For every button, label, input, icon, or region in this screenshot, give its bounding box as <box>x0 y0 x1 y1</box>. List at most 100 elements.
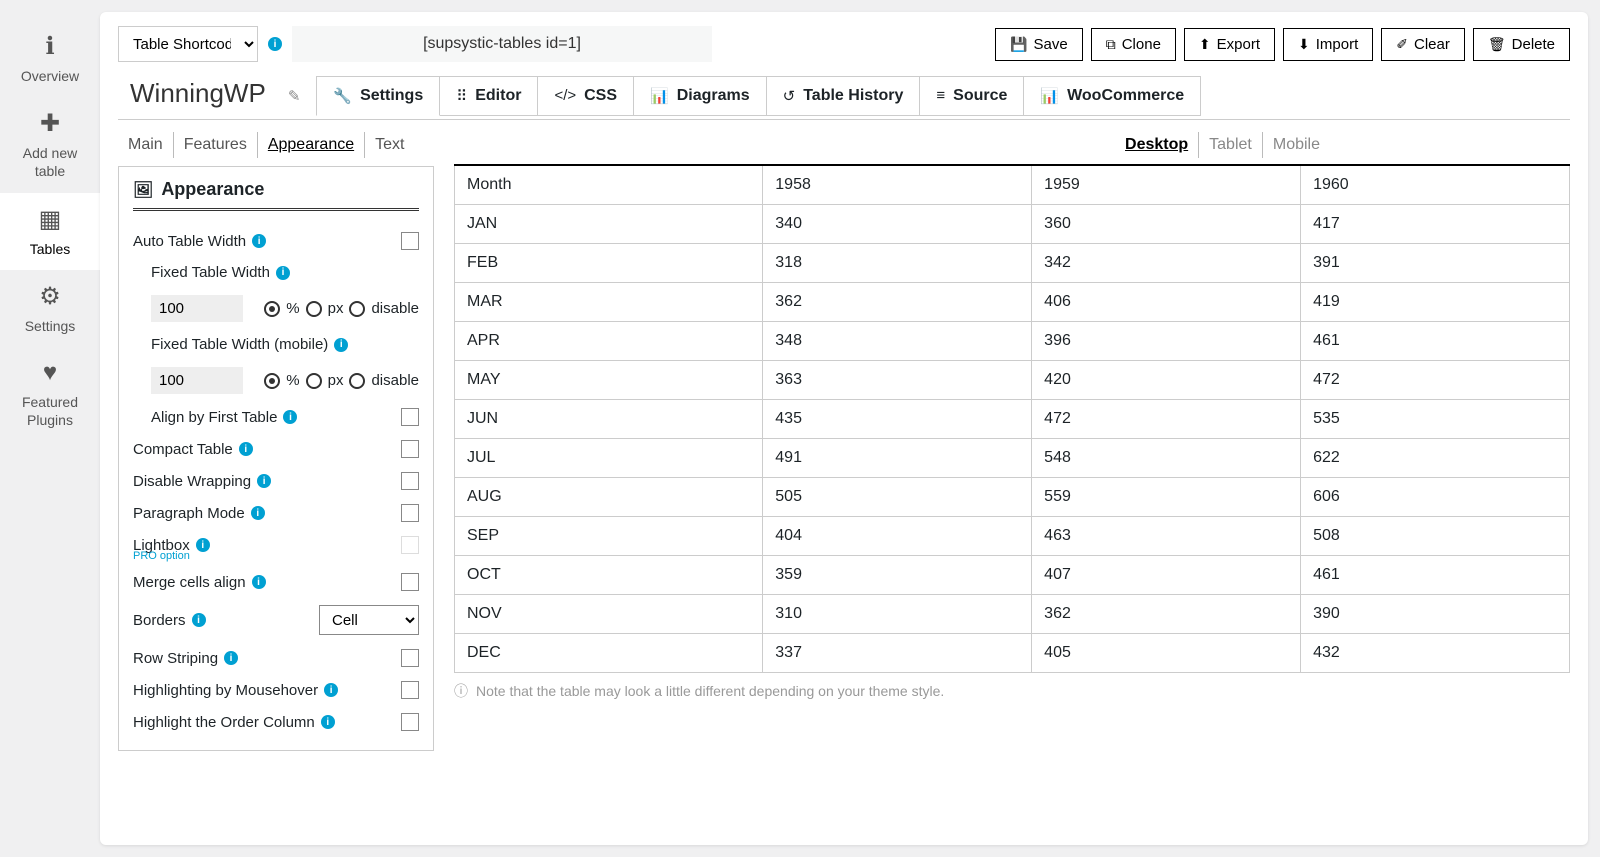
device-tab-tablet[interactable]: Tablet <box>1198 132 1262 158</box>
compact-checkbox[interactable] <box>401 440 419 458</box>
sidebar-item-tables[interactable]: ▦ Tables <box>0 193 100 270</box>
info-icon[interactable]: i <box>257 474 271 488</box>
table-cell: 548 <box>1032 439 1301 478</box>
subtab-features[interactable]: Features <box>173 132 257 158</box>
table-cell: 463 <box>1032 517 1301 556</box>
info-icon[interactable]: i <box>239 442 253 456</box>
device-tabs: Desktop Tablet Mobile <box>454 132 1330 158</box>
table-cell: SEP <box>455 517 763 556</box>
table-cell: MAY <box>455 361 763 400</box>
unit-disable-radio[interactable] <box>349 301 365 317</box>
table-cell: 362 <box>1032 595 1301 634</box>
appearance-panel: 🖼Appearance Auto Table Width i Fixed Tab… <box>118 166 434 751</box>
table-cell: 505 <box>763 478 1032 517</box>
opt-highlight-order: Highlight the Order Column i <box>133 706 419 738</box>
sidebar-item-add-new-table[interactable]: ✚ Add new table <box>0 97 100 192</box>
table-icon: ▦ <box>39 205 62 234</box>
subtab-text[interactable]: Text <box>364 132 414 158</box>
unit-px-radio[interactable] <box>306 301 322 317</box>
table-cell: APR <box>455 322 763 361</box>
info-icon[interactable]: i <box>283 410 297 424</box>
table-cell: 391 <box>1301 244 1570 283</box>
table-cell: 348 <box>763 322 1032 361</box>
table-cell: 390 <box>1301 595 1570 634</box>
info-icon[interactable]: i <box>324 683 338 697</box>
clone-button[interactable]: ⧉Clone <box>1091 28 1176 61</box>
info-icon[interactable]: i <box>334 338 348 352</box>
opt-fixed-width-mobile-label: Fixed Table Width (mobile) i <box>133 329 419 360</box>
unit-px-mobile-radio[interactable] <box>306 373 322 389</box>
subtab-main[interactable]: Main <box>118 132 173 158</box>
info-icon[interactable]: i <box>268 37 282 51</box>
opt-disable-wrap: Disable Wrapping i <box>133 465 419 497</box>
table-cell: 406 <box>1032 283 1301 322</box>
table-row: OCT359407461 <box>455 556 1570 595</box>
gear-icon: ⚙ <box>39 282 61 311</box>
top-actions: 💾Save ⧉Clone ⬆Export ⬇Import ✐Clear 🗑Del… <box>995 28 1570 61</box>
sidebar-item-label: Tables <box>30 240 70 258</box>
row-striping-checkbox[interactable] <box>401 649 419 667</box>
shortcode-select[interactable]: Table Shortcod <box>118 26 258 62</box>
table-row: MAR362406419 <box>455 283 1570 322</box>
info-icon[interactable]: i <box>196 538 210 552</box>
pro-option-note: PRO option <box>133 550 419 562</box>
disable-wrap-checkbox[interactable] <box>401 472 419 490</box>
fixed-width-mobile-input[interactable] <box>151 367 243 394</box>
info-icon[interactable]: i <box>192 613 206 627</box>
tab-source[interactable]: ≡Source <box>919 76 1024 116</box>
tab-diagrams[interactable]: 📊Diagrams <box>633 76 767 116</box>
info-icon[interactable]: i <box>224 651 238 665</box>
delete-button[interactable]: 🗑Delete <box>1473 28 1570 61</box>
info-icon[interactable]: i <box>252 234 266 248</box>
tab-css[interactable]: </>CSS <box>537 76 634 116</box>
opt-compact: Compact Table i <box>133 433 419 465</box>
tab-settings[interactable]: 🔧Settings <box>316 76 440 116</box>
table-cell: 342 <box>1032 244 1301 283</box>
info-icon[interactable]: i <box>251 506 265 520</box>
sidebar-item-label: Featured Plugins <box>8 393 92 429</box>
edit-icon[interactable]: ✎ <box>288 87 301 105</box>
chart-icon: 📊 <box>1040 87 1059 105</box>
tab-woocommerce[interactable]: 📊WooCommerce <box>1023 76 1201 116</box>
table-note: ⓘ Note that the table may look a little … <box>454 673 1570 709</box>
fixed-width-input[interactable] <box>151 295 243 322</box>
table-cell: 472 <box>1032 400 1301 439</box>
align-first-checkbox[interactable] <box>401 408 419 426</box>
import-button[interactable]: ⬇Import <box>1283 28 1373 61</box>
settings-left-column: Main Features Appearance Text 🖼Appearanc… <box>118 132 434 751</box>
export-button[interactable]: ⬆Export <box>1184 28 1275 61</box>
table-row: APR348396461 <box>455 322 1570 361</box>
plus-icon: ✚ <box>40 109 60 138</box>
highlight-order-checkbox[interactable] <box>401 713 419 731</box>
sidebar-item-settings[interactable]: ⚙ Settings <box>0 270 100 347</box>
unit-disable-mobile-radio[interactable] <box>349 373 365 389</box>
subtab-appearance[interactable]: Appearance <box>257 132 364 158</box>
unit-percent-radio[interactable] <box>264 301 280 317</box>
info-icon[interactable]: i <box>321 715 335 729</box>
shortcode-input[interactable] <box>292 26 712 62</box>
paragraph-checkbox[interactable] <box>401 504 419 522</box>
table-cell: 407 <box>1032 556 1301 595</box>
heart-icon: ♥ <box>43 359 57 387</box>
highlight-mouse-checkbox[interactable] <box>401 681 419 699</box>
auto-width-checkbox[interactable] <box>401 232 419 250</box>
device-tab-mobile[interactable]: Mobile <box>1262 132 1330 158</box>
tab-editor[interactable]: ⠿Editor <box>439 76 538 116</box>
copy-icon: ⧉ <box>1106 36 1116 53</box>
unit-percent-mobile-radio[interactable] <box>264 373 280 389</box>
table-cell: 405 <box>1032 634 1301 673</box>
info-icon[interactable]: i <box>276 266 290 280</box>
table-cell: JAN <box>455 205 763 244</box>
merge-cells-checkbox[interactable] <box>401 573 419 591</box>
tab-table-history[interactable]: ↺Table History <box>766 76 921 116</box>
table-cell: 396 <box>1032 322 1301 361</box>
device-tab-desktop[interactable]: Desktop <box>1115 132 1198 158</box>
table-cell: 360 <box>1032 205 1301 244</box>
clear-button[interactable]: ✐Clear <box>1381 28 1465 61</box>
sidebar-item-featured-plugins[interactable]: ♥ Featured Plugins <box>0 347 100 441</box>
info-icon[interactable]: i <box>252 575 266 589</box>
table-row: MAY363420472 <box>455 361 1570 400</box>
borders-select[interactable]: Cell <box>319 605 419 635</box>
save-button[interactable]: 💾Save <box>995 28 1083 61</box>
sidebar-item-overview[interactable]: ℹ Overview <box>0 20 100 97</box>
